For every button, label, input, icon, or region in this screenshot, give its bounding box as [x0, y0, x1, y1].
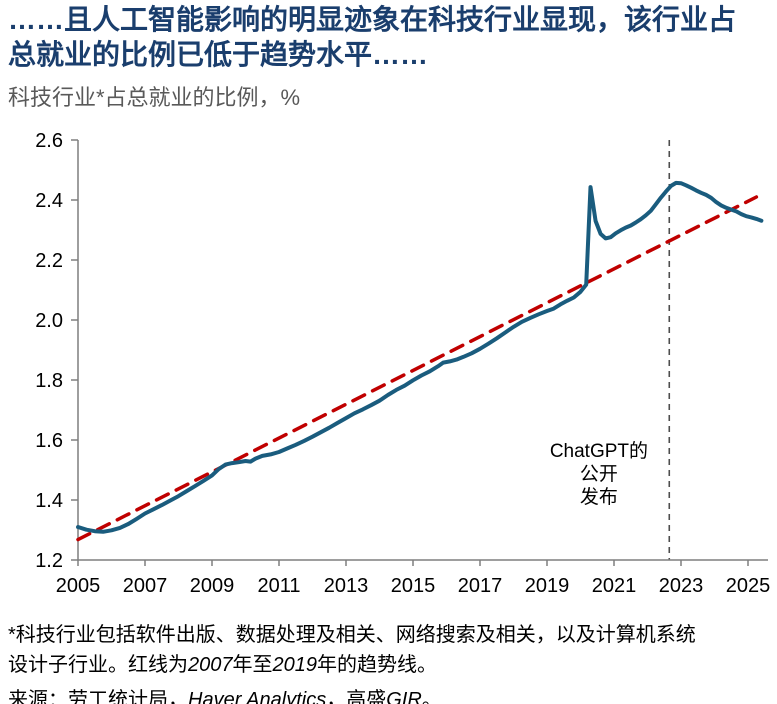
- chart-footnote: *科技行业包括软件出版、数据处理及相关、网络搜索及相关，以及计算机系统设计子行业…: [8, 620, 712, 680]
- footnote-year-end: 2019: [272, 654, 318, 676]
- footnote-year-start: 2007: [188, 654, 233, 676]
- chatgpt-annotation: 发布: [580, 486, 618, 508]
- x-tick-label: 2011: [257, 575, 300, 597]
- employment-share-chart: 1.2 1.4 1.6 1.8 2.0 2.2 2.4 2.6 2005 2007 2009 2011…: [35, 130, 771, 597]
- y-tick-label: 2.6: [35, 130, 63, 152]
- chatgpt-annotation: ChatGPT的: [550, 440, 648, 462]
- page-title-line1: ……且人工智能影响的明显迹象在科技行业显现，该行业占: [8, 4, 737, 35]
- y-tick-label: 1.8: [35, 370, 63, 392]
- source-text: ，高盛: [326, 689, 387, 704]
- x-tick-label: 2015: [391, 575, 436, 597]
- y-tick-label: 2.0: [35, 310, 63, 332]
- source-gir: GIR: [386, 689, 422, 704]
- page-title-line2: 总就业的比例已低于趋势水平……: [8, 39, 429, 71]
- y-tick-label: 2.2: [35, 250, 63, 272]
- footnote-text: 年至: [232, 654, 273, 676]
- source-text: 。: [421, 689, 442, 704]
- footnote-text: *科技行业包括软件出版、数据处理及相关、网络搜索及相关，以及计算机系统设计子行业…: [8, 624, 696, 676]
- source-line: 来源：劳工统计局，Haver Analytics，高盛GIR。: [8, 683, 442, 704]
- x-tick-label: 2019: [525, 575, 570, 597]
- source-text: 来源：劳工统计局，: [8, 689, 188, 704]
- chart-subtitle: 科技行业*占总就业的比例，%: [8, 85, 301, 110]
- trend-line: [76, 195, 759, 542]
- employment-share-line: [76, 180, 764, 534]
- x-tick-label: 2025: [726, 575, 771, 597]
- y-tick-label: 1.2: [35, 550, 63, 572]
- x-tick-label: 2017: [458, 575, 503, 597]
- y-tick-label: 2.4: [35, 190, 63, 212]
- x-tick-label: 2023: [659, 575, 704, 597]
- source-haver-analytics: Haver Analytics: [188, 689, 327, 704]
- x-tick-label: 2005: [56, 575, 101, 597]
- y-tick-label: 1.4: [35, 490, 63, 512]
- x-tick-label: 2009: [190, 575, 235, 597]
- x-tick-label: 2007: [123, 575, 168, 597]
- x-tick-label: 2013: [324, 575, 369, 597]
- footnote-text: 年的趋势线。: [317, 654, 437, 676]
- chatgpt-annotation: 公开: [580, 464, 618, 485]
- y-tick-label: 1.6: [35, 430, 63, 452]
- page-title: ……且人工智能影响的明显迹象在科技行业显现，该行业占 总就业的比例已低于趋势水平…: [8, 2, 766, 73]
- axes: [77, 140, 768, 561]
- x-tick-label: 2021: [592, 575, 637, 597]
